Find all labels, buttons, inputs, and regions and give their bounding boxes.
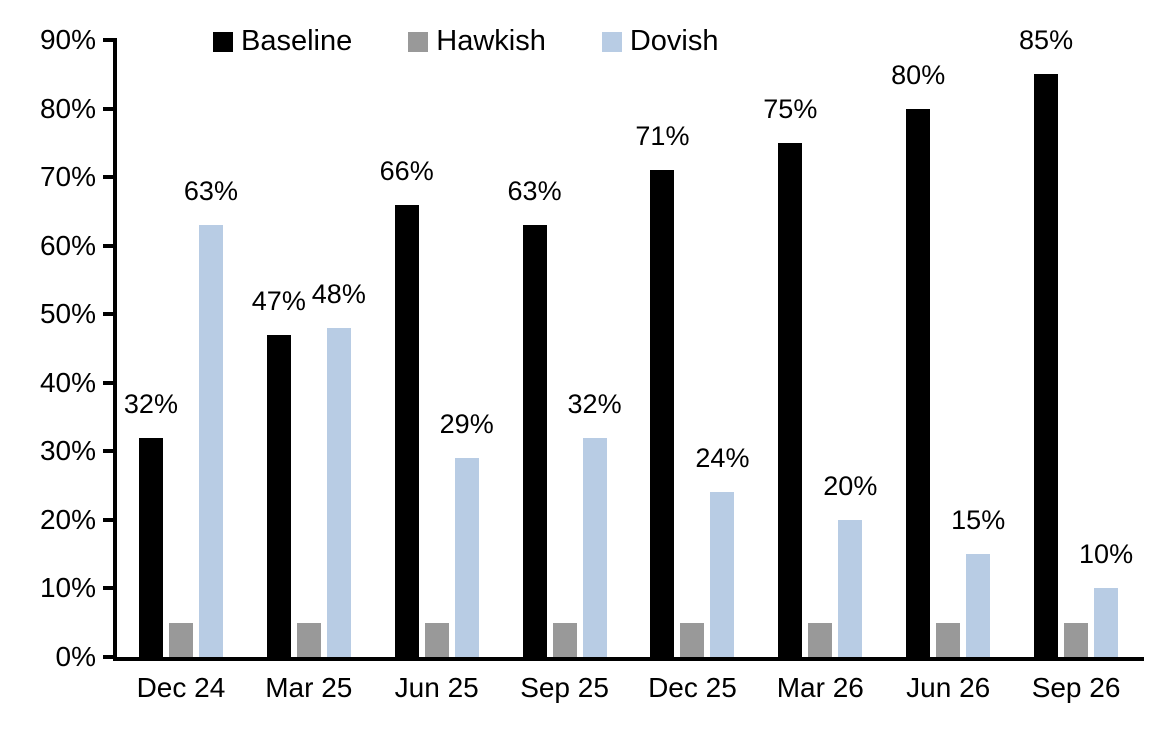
y-axis-tick-marks — [103, 38, 113, 659]
data-label-dovish-jun-26: 15% — [951, 505, 1006, 536]
y-tick-label: 70% — [39, 161, 96, 193]
bar-hawkish-sep-25 — [552, 622, 577, 657]
data-label-baseline-mar-26: 75% — [763, 93, 818, 124]
legend-item-baseline: Baseline — [213, 25, 352, 58]
x-axis-line — [113, 657, 1144, 661]
y-tick-mark — [103, 380, 113, 385]
bar-hawkish-dec-24 — [168, 622, 193, 657]
y-tick-mark — [103, 449, 113, 454]
data-label-dovish-jun-25: 29% — [439, 409, 494, 440]
data-label-baseline-sep-25: 63% — [507, 176, 562, 207]
data-label-dovish-mar-25: 48% — [311, 278, 366, 309]
y-tick-mark — [103, 312, 113, 317]
bar-hawkish-mar-26 — [808, 622, 833, 657]
y-tick-label: 10% — [39, 572, 96, 604]
y-tick-label: 60% — [39, 229, 96, 261]
x-tick-label-dec-24: Dec 24 — [136, 672, 226, 703]
bar-hawkish-mar-25 — [296, 622, 321, 657]
data-label-baseline-dec-25: 71% — [635, 121, 690, 152]
legend: Baseline Hawkish Dovish — [213, 25, 719, 58]
y-tick-label: 80% — [39, 92, 96, 124]
data-label-baseline-jun-25: 66% — [379, 155, 434, 186]
bar-dovish-dec-25: 24% — [695, 445, 749, 657]
legend-swatch-baseline — [213, 31, 233, 52]
bar-hawkish-sep-26 — [1064, 622, 1089, 657]
data-label-dovish-sep-25: 32% — [567, 388, 622, 419]
bar-group-dec-25: 71% 24% — [629, 40, 757, 657]
legend-swatch-dovish — [601, 31, 622, 52]
bar-dovish-dec-24: 63% — [184, 178, 238, 657]
y-tick-label: 0% — [55, 641, 96, 672]
bar-hawkish-jun-26 — [936, 622, 961, 657]
y-tick-mark — [103, 655, 113, 659]
y-tick-mark — [103, 38, 113, 42]
data-label-dovish-mar-26: 20% — [823, 470, 878, 501]
x-tick-label-dec-25: Dec 25 — [648, 672, 737, 703]
legend-item-hawkish: Hawkish — [408, 25, 546, 58]
bar-baseline-mar-25: 47% — [252, 287, 306, 657]
x-tick-label-jun-26: Jun 26 — [906, 672, 991, 703]
y-axis-line — [113, 38, 117, 661]
bar-dovish-jun-25: 29% — [440, 411, 494, 657]
bar-dovish-jun-26: 15% — [951, 507, 1005, 657]
bar-group-sep-25: 63% 32% — [501, 40, 629, 657]
plot-area: 32% 63% 47% 48% 66% 29% 63% 32% 71% 24% 75% 20% 80% 1… — [117, 27, 1140, 657]
bar-group-jun-26: 80% 15% — [884, 40, 1012, 657]
y-tick-label: 20% — [39, 503, 96, 535]
legend-label: Hawkish — [436, 25, 546, 57]
legend-label: Baseline — [241, 25, 353, 57]
y-tick-mark — [103, 586, 113, 591]
bar-baseline-dec-24: 32% — [124, 390, 178, 657]
y-tick-label: 90% — [39, 24, 96, 55]
data-label-baseline-jun-26: 80% — [891, 59, 946, 90]
legend-swatch-hawkish — [408, 31, 429, 52]
bar-group-mar-26: 75% 20% — [756, 40, 884, 657]
y-tick-label: 50% — [39, 298, 96, 330]
bar-dovish-sep-26: 10% — [1079, 541, 1133, 657]
bar-dovish-mar-26: 20% — [823, 472, 877, 657]
data-label-dovish-dec-24: 63% — [183, 176, 238, 207]
y-tick-mark — [103, 517, 113, 522]
bar-hawkish-jun-25 — [424, 622, 449, 657]
data-label-baseline-dec-24: 32% — [123, 388, 178, 419]
bar-group-dec-24: 32% 63% — [117, 40, 245, 657]
x-tick-label-sep-26: Sep 26 — [1031, 672, 1121, 703]
x-tick-label-mar-25: Mar 25 — [265, 672, 353, 703]
legend-label: Dovish — [629, 25, 719, 57]
bar-group-mar-25: 47% 48% — [245, 40, 373, 657]
bar-dovish-sep-25: 32% — [568, 390, 622, 657]
x-tick-label-sep-25: Sep 25 — [520, 672, 609, 703]
bar-dovish-mar-25: 48% — [312, 280, 366, 657]
bar-baseline-jun-25: 66% — [380, 157, 434, 657]
bar-baseline-mar-26: 75% — [763, 95, 817, 657]
bar-baseline-sep-25: 63% — [508, 178, 562, 657]
y-tick-mark — [103, 175, 113, 180]
x-tick-label-jun-25: Jun 25 — [394, 672, 479, 703]
x-tick-label-mar-26: Mar 26 — [776, 672, 864, 703]
bar-baseline-jun-26: 80% — [891, 61, 945, 657]
y-axis-tick-labels: 0% 10% 20% 30% 40% 50% 60% 70% 80% 90% — [0, 24, 96, 672]
bar-baseline-sep-26: 85% — [1019, 27, 1073, 657]
bar-group-sep-26: 85% 10% — [1012, 27, 1140, 657]
x-axis-tick-labels: Dec 24 Mar 25 Jun 25 Sep 25 Dec 25 Mar 26 Jun … — [117, 672, 1140, 704]
legend-item-dovish: Dovish — [601, 25, 719, 58]
bar-hawkish-dec-25 — [680, 622, 705, 657]
y-tick-label: 40% — [39, 366, 96, 398]
y-tick-label: 30% — [39, 435, 96, 467]
bar-baseline-dec-25: 71% — [635, 123, 689, 657]
bar-group-jun-25: 66% 29% — [373, 40, 501, 657]
data-label-dovish-dec-25: 24% — [695, 443, 750, 474]
y-tick-mark — [103, 243, 113, 248]
data-label-dovish-sep-26: 10% — [1079, 539, 1134, 570]
data-label-baseline-mar-25: 47% — [251, 285, 306, 316]
y-tick-mark — [103, 106, 113, 111]
data-label-baseline-sep-26: 85% — [1019, 25, 1074, 56]
